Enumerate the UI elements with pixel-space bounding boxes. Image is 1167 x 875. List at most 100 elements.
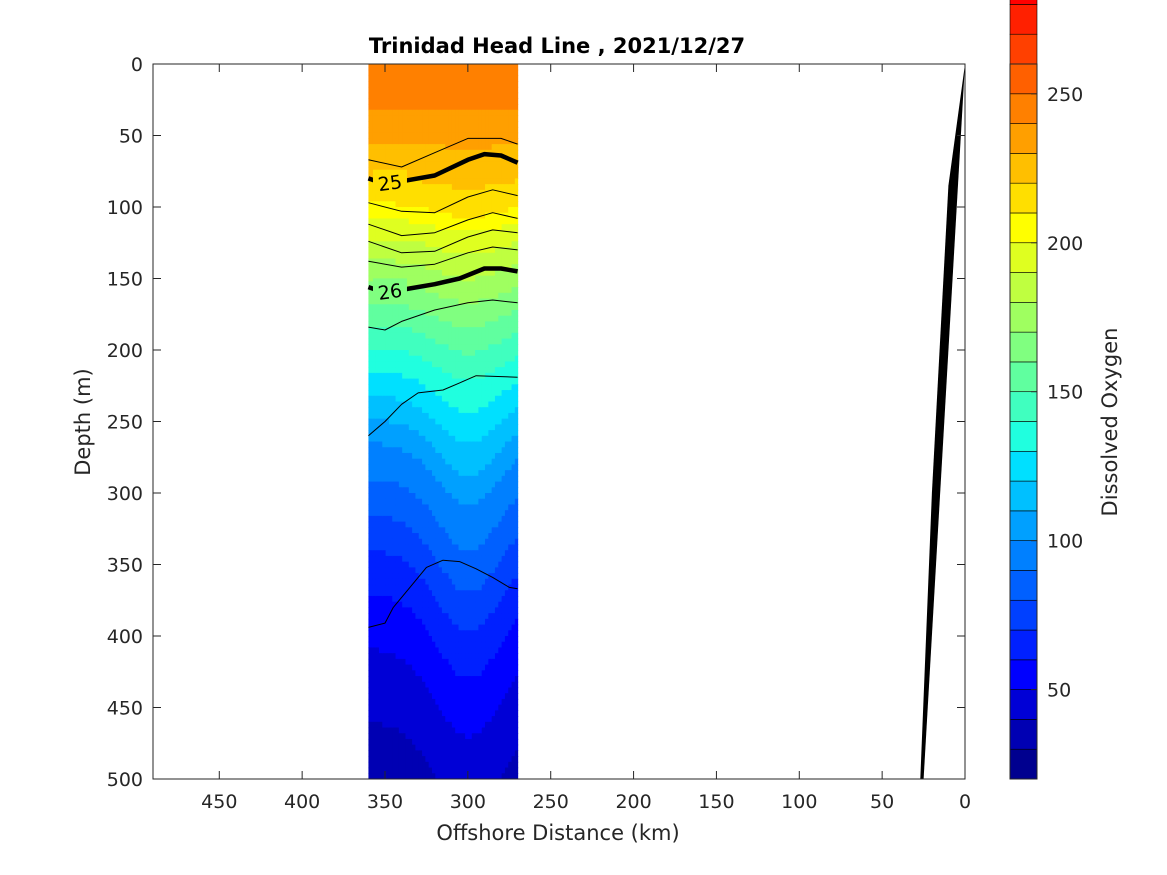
heatmap-cell	[424, 773, 429, 779]
heatmap-cell	[388, 670, 393, 677]
heatmap-cell	[388, 716, 393, 723]
heatmap-cell	[494, 332, 499, 340]
heatmap-cell	[434, 618, 439, 626]
heatmap-cell	[497, 412, 502, 420]
heatmap-cell	[421, 658, 426, 666]
heatmap-cell	[507, 527, 512, 534]
heatmap-cell	[398, 693, 403, 700]
heatmap-cell	[474, 64, 479, 71]
heatmap-cell	[385, 384, 389, 391]
heatmap-cell	[388, 773, 393, 779]
heatmap-cell	[391, 584, 396, 591]
heatmap-cell	[424, 721, 429, 729]
heatmap-cell	[507, 670, 512, 677]
heatmap-cell	[451, 401, 456, 408]
heatmap-cell	[484, 361, 489, 368]
heatmap-cell	[457, 321, 462, 328]
heatmap-cell	[401, 229, 406, 237]
heatmap-cell	[447, 493, 452, 500]
heatmap-cell	[414, 676, 419, 683]
heatmap-cell	[471, 647, 476, 654]
heatmap-cell	[421, 126, 426, 134]
heatmap-cell	[494, 761, 499, 769]
heatmap-cell	[497, 121, 502, 128]
heatmap-cell	[447, 98, 452, 105]
heatmap-cell	[501, 98, 505, 105]
heatmap-cell	[444, 309, 449, 317]
heatmap-cell	[484, 412, 489, 420]
heatmap-cell	[394, 109, 399, 117]
heatmap-cell	[491, 75, 495, 82]
heatmap-cell	[464, 304, 469, 311]
heatmap-cell	[504, 470, 509, 477]
heatmap-cell	[391, 424, 396, 431]
heatmap-cell	[418, 372, 423, 380]
heatmap-cell	[504, 287, 509, 294]
heatmap-cell	[510, 401, 515, 408]
heatmap-cell	[431, 498, 436, 506]
heatmap-cell	[398, 756, 403, 763]
heatmap-cell	[507, 218, 512, 225]
heatmap-cell	[507, 92, 512, 99]
heatmap-cell	[438, 721, 442, 729]
heatmap-cell	[504, 613, 509, 620]
heatmap-cell	[434, 115, 439, 122]
heatmap-cell	[467, 435, 472, 443]
heatmap-cell	[507, 161, 512, 168]
heatmap-cell	[484, 166, 489, 174]
heatmap-cell	[497, 149, 502, 157]
heatmap-cell	[391, 630, 396, 637]
heatmap-cell	[514, 687, 519, 694]
heatmap-cell	[461, 424, 466, 431]
heatmap-cell	[408, 241, 413, 248]
heatmap-cell	[510, 430, 515, 437]
heatmap-cell	[431, 630, 436, 637]
heatmap-cell	[411, 761, 416, 769]
heatmap-cell	[385, 344, 389, 351]
heatmap-cell	[454, 287, 459, 294]
heatmap-cell	[431, 681, 436, 689]
heatmap-cell	[414, 384, 419, 391]
heatmap-cell	[467, 595, 472, 603]
heatmap-cell	[467, 418, 472, 425]
heatmap-cell	[507, 184, 512, 191]
heatmap-cell	[447, 704, 452, 711]
heatmap-cell	[408, 641, 413, 649]
heatmap-cell	[401, 721, 406, 729]
heatmap-cell	[404, 144, 409, 151]
heatmap-cell	[401, 738, 406, 746]
heatmap-cell	[424, 178, 429, 185]
heatmap-cell	[484, 538, 489, 546]
heatmap-cell	[514, 510, 519, 517]
heatmap-cell	[401, 493, 406, 500]
heatmap-cell	[385, 704, 389, 711]
heatmap-cell	[477, 155, 482, 162]
heatmap-cell	[484, 201, 489, 208]
heatmap-cell	[507, 767, 512, 774]
heatmap-cell	[481, 201, 486, 208]
heatmap-cell	[424, 452, 429, 460]
heatmap-cell	[447, 624, 452, 631]
heatmap-cell	[441, 510, 446, 517]
heatmap-cell	[447, 109, 452, 117]
heatmap-cell	[431, 452, 436, 460]
heatmap-cell	[474, 721, 479, 729]
heatmap-cell	[421, 372, 426, 380]
heatmap-cell	[471, 555, 476, 563]
heatmap-cell	[441, 309, 446, 317]
heatmap-cell	[394, 721, 399, 729]
heatmap-cell	[474, 309, 479, 317]
heatmap-cell	[414, 126, 419, 134]
heatmap-cell	[401, 241, 406, 248]
heatmap-cell	[408, 452, 413, 460]
heatmap-cell	[428, 378, 432, 385]
heatmap-cell	[385, 698, 389, 706]
heatmap-cell	[394, 704, 399, 711]
heatmap-cell	[471, 287, 476, 294]
heatmap-cell	[394, 681, 399, 689]
heatmap-cell	[404, 733, 409, 740]
heatmap-cell	[501, 281, 505, 288]
heatmap-cell	[481, 327, 486, 334]
heatmap-cell	[447, 636, 452, 643]
heatmap-cell	[457, 578, 462, 586]
